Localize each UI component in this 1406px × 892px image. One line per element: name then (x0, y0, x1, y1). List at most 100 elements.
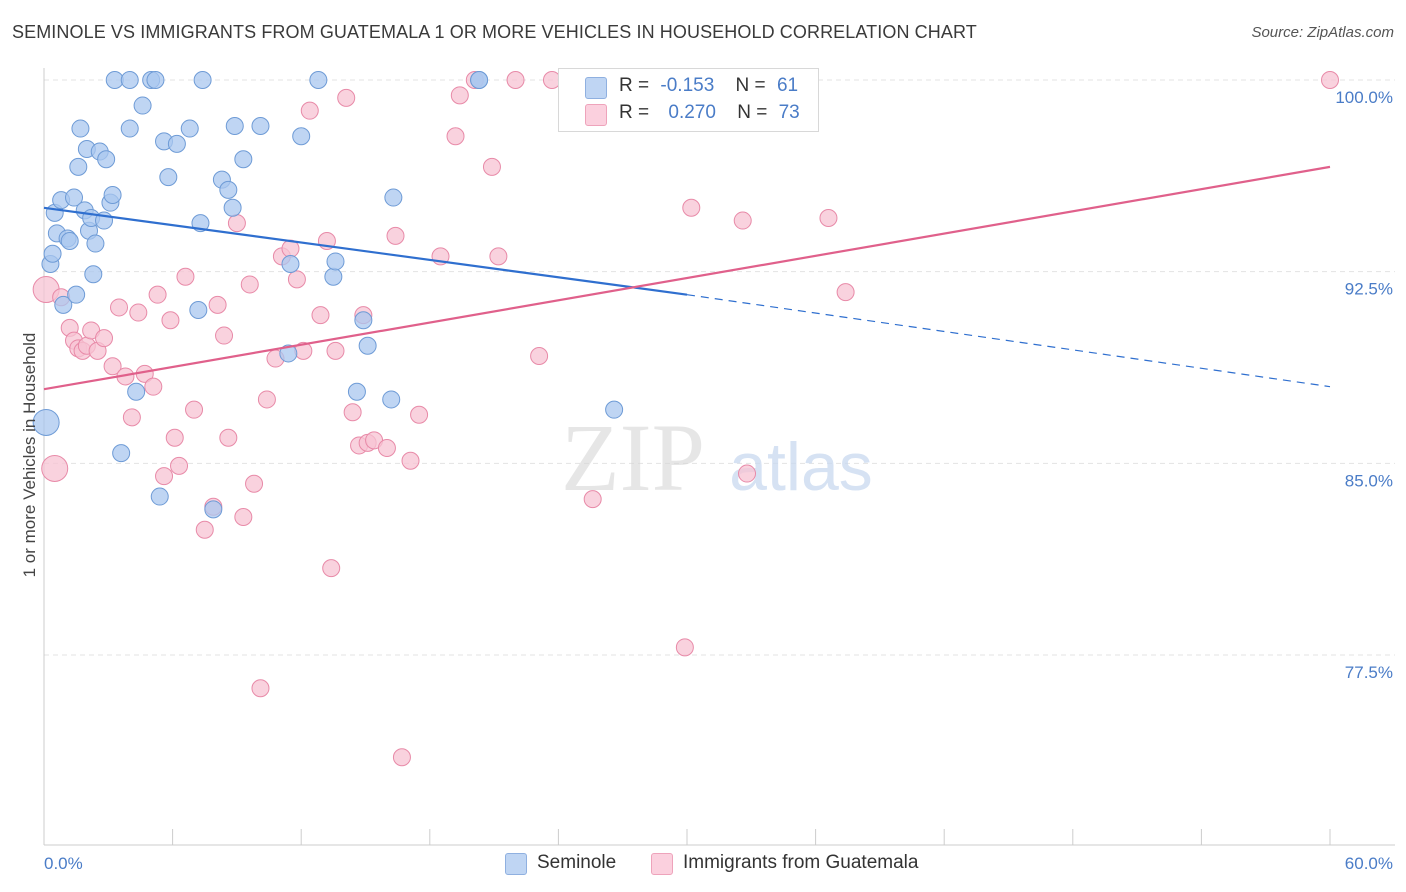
data-point (54, 295, 73, 314)
legend-r-value-seminole: -0.153 (660, 75, 715, 96)
data-point (234, 150, 253, 169)
data-point (208, 295, 227, 314)
data-point (240, 275, 259, 294)
data-point (322, 559, 341, 578)
trend-lines (43, 165, 1331, 391)
data-point (251, 117, 270, 135)
bottom-legend-swatch-guatemala (651, 853, 673, 875)
data-point (819, 209, 838, 227)
data-point (148, 285, 167, 304)
data-point (384, 188, 403, 207)
data-point (170, 456, 189, 475)
data-point (347, 382, 366, 401)
y-tick-label: 85.0% (1345, 471, 1393, 490)
data-point (343, 403, 362, 422)
data-point (836, 283, 855, 302)
data-point (234, 508, 253, 526)
legend-n-label: N = (737, 102, 768, 123)
data-point (159, 168, 178, 187)
data-point (129, 303, 148, 322)
data-point (489, 247, 508, 266)
data-point (95, 329, 114, 348)
data-point (103, 357, 122, 376)
data-point (251, 679, 270, 698)
data-point (219, 428, 238, 447)
data-point (67, 285, 86, 304)
data-point (1321, 71, 1339, 89)
data-point (733, 211, 752, 230)
correlation-legend: R = -0.153 N = 61 R = 0.270 N = 73 (558, 68, 819, 132)
data-point (583, 490, 602, 509)
trend-line-seminole-extension (686, 294, 1331, 388)
x-tick-label-max: 60.0% (1345, 854, 1393, 873)
legend-swatch-seminole (585, 77, 607, 99)
data-point (120, 71, 139, 89)
bottom-legend-label-guatemala: Immigrants from Guatemala (683, 852, 919, 873)
data-point (32, 408, 60, 436)
legend-n-label: N = (735, 75, 766, 96)
trend-line-guatemala (43, 165, 1331, 391)
data-point (309, 71, 328, 89)
legend-swatch-guatemala (585, 104, 607, 126)
data-point (122, 408, 141, 427)
legend-r-value-guatemala: 0.270 (668, 102, 716, 123)
data-point (219, 180, 238, 199)
legend-r-label: R = (619, 75, 650, 96)
data-point (311, 306, 330, 325)
data-point (392, 748, 411, 767)
y-tick-label: 77.5% (1345, 663, 1393, 682)
source-label: Source: ZipAtlas.com (1251, 24, 1394, 41)
data-point (482, 157, 501, 176)
data-point (326, 341, 345, 360)
data-point (245, 474, 264, 493)
data-point (446, 127, 465, 146)
watermark-zip: ZIP (561, 404, 705, 511)
data-point (257, 390, 276, 409)
data-point (193, 71, 212, 89)
data-point (120, 119, 139, 138)
data-point (110, 298, 129, 317)
data-point (150, 487, 169, 506)
data-point (195, 520, 214, 539)
bottom-legend-swatch-seminole (505, 853, 527, 875)
series-guatemala-points (32, 71, 1339, 767)
axes (43, 68, 1395, 846)
data-point (133, 96, 152, 115)
trend-line-seminole (43, 206, 688, 296)
chart-title: SEMINOLE VS IMMIGRANTS FROM GUATEMALA 1 … (12, 22, 977, 42)
data-point (161, 311, 180, 330)
series-seminole-points (32, 71, 624, 519)
data-point (410, 405, 429, 424)
data-point (43, 244, 62, 263)
y-tick-label: 92.5% (1345, 280, 1393, 299)
data-point (450, 86, 469, 105)
data-point (287, 270, 306, 289)
data-point (165, 428, 184, 447)
data-point (176, 267, 195, 286)
data-point (382, 390, 401, 409)
data-point (682, 198, 701, 217)
data-point (223, 198, 242, 217)
data-point (144, 377, 163, 396)
data-point (300, 101, 319, 120)
data-point (324, 267, 343, 286)
data-point (103, 186, 122, 204)
y-tick-labels: 77.5% 85.0% 92.5% 100.0% (1335, 88, 1393, 682)
data-point (401, 451, 420, 470)
data-point (506, 71, 525, 89)
data-point (386, 226, 405, 245)
data-point (97, 150, 116, 169)
data-point (69, 157, 88, 176)
data-point (189, 301, 208, 319)
data-point (71, 119, 90, 138)
data-point (60, 232, 79, 250)
data-point (185, 400, 204, 419)
data-point (41, 454, 69, 482)
data-point (167, 134, 186, 153)
data-point (738, 464, 757, 483)
data-point (227, 214, 246, 233)
y-axis-title: 1 or more Vehicles in Household (20, 333, 39, 578)
data-point (292, 127, 311, 146)
data-point (65, 188, 84, 207)
